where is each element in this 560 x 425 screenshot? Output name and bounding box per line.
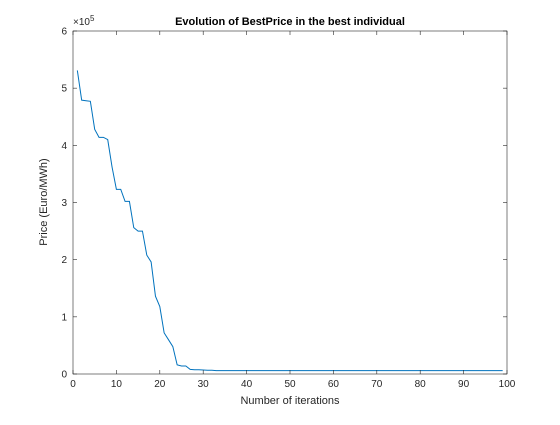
y-tick-label: 0 (61, 370, 67, 381)
x-tick-label: 20 (154, 379, 166, 390)
y-tick-label: 5 (61, 84, 67, 95)
x-tick-label: 30 (198, 379, 210, 390)
y-tick-label: 3 (61, 198, 67, 209)
y-tick-label: 6 (61, 27, 67, 38)
x-tick-label: 90 (458, 379, 470, 390)
y-tick-label: 2 (61, 255, 67, 266)
y-axis-label: Price (Euro/MWh) (38, 158, 50, 245)
y-exponent-label: ×105 (73, 14, 95, 28)
x-tick-label: 80 (415, 379, 427, 390)
y-tick-label: 4 (61, 141, 67, 152)
chart-title: Evolution of BestPrice in the best indiv… (175, 16, 405, 28)
x-axis-label: Number of iterations (240, 395, 340, 407)
x-tick-label: 100 (499, 379, 516, 390)
x-tick-label: 10 (111, 379, 123, 390)
x-tick-label: 60 (328, 379, 340, 390)
plot-area (73, 31, 507, 374)
x-tick-label: 70 (371, 379, 383, 390)
x-tick-label: 0 (70, 379, 76, 390)
x-tick-label: 50 (284, 379, 296, 390)
y-tick-label: 1 (61, 312, 67, 323)
x-tick-label: 40 (241, 379, 253, 390)
